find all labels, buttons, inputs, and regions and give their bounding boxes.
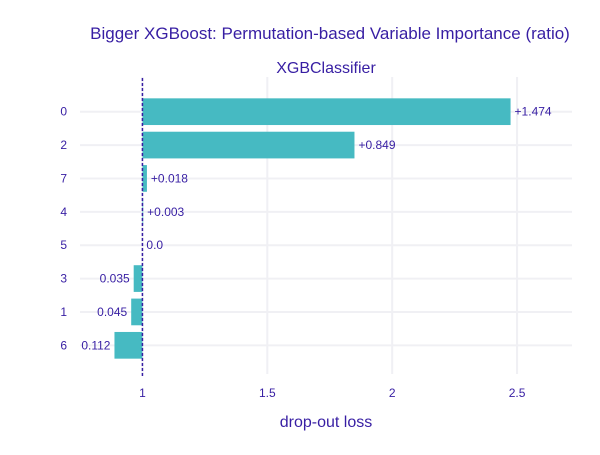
y-tick-label: 5 — [60, 238, 67, 252]
bar-6 — [114, 332, 142, 359]
x-tick-label: 2 — [389, 386, 396, 400]
x-axis-label: drop-out loss — [280, 414, 373, 431]
bar-2 — [142, 132, 354, 159]
data-label: +0.018 — [151, 171, 188, 185]
chart-title: Bigger XGBoost: Permutation-based Variab… — [90, 24, 570, 43]
y-tick-label: 4 — [60, 205, 67, 219]
y-tick-label: 1 — [60, 305, 67, 319]
data-label: 0.035 — [100, 272, 130, 286]
bar-layer — [114, 98, 510, 358]
y-tick-label: 0 — [60, 105, 67, 119]
y-tick-label: 2 — [60, 138, 67, 152]
y-tick-label: 3 — [60, 272, 67, 286]
data-label: +0.003 — [147, 205, 184, 219]
x-tick-label: 1 — [139, 386, 146, 400]
x-tick-label: 2.5 — [509, 386, 526, 400]
bar-4 — [142, 198, 143, 225]
chart-subtitle: XGBClassifier — [276, 60, 376, 77]
data-label: 0.0 — [146, 238, 163, 252]
y-tick-label: 7 — [60, 171, 67, 185]
bar-0 — [142, 98, 510, 125]
x-tick-label: 1.5 — [259, 386, 276, 400]
data-label: +0.849 — [358, 138, 395, 152]
bar-1 — [131, 299, 142, 326]
data-label: 0.112 — [81, 338, 110, 352]
y-tick-label: 6 — [60, 338, 67, 352]
data-label: +1.474 — [515, 105, 552, 119]
bar-3 — [134, 265, 143, 292]
data-label: 0.045 — [97, 305, 127, 319]
